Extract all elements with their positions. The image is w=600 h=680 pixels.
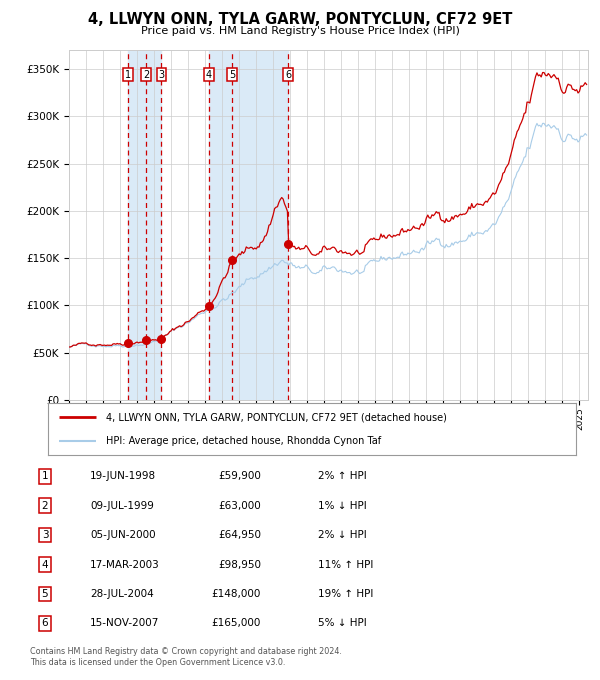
Text: Price paid vs. HM Land Registry's House Price Index (HPI): Price paid vs. HM Land Registry's House …	[140, 26, 460, 36]
Text: 4, LLWYN ONN, TYLA GARW, PONTYCLUN, CF72 9ET (detached house): 4, LLWYN ONN, TYLA GARW, PONTYCLUN, CF72…	[106, 413, 447, 422]
Text: 2% ↑ HPI: 2% ↑ HPI	[318, 471, 367, 481]
Text: 5: 5	[41, 589, 49, 599]
Text: HPI: Average price, detached house, Rhondda Cynon Taf: HPI: Average price, detached house, Rhon…	[106, 437, 381, 446]
Bar	[209, 50, 288, 400]
Text: 4: 4	[206, 69, 212, 80]
Bar	[128, 50, 161, 400]
Text: 4: 4	[41, 560, 49, 570]
Text: 17-MAR-2003: 17-MAR-2003	[90, 560, 160, 570]
Text: 1: 1	[41, 471, 49, 481]
Text: 6: 6	[285, 69, 291, 80]
Text: £64,950: £64,950	[218, 530, 261, 540]
Text: £59,900: £59,900	[218, 471, 261, 481]
Text: 2: 2	[143, 69, 149, 80]
Text: 2: 2	[41, 500, 49, 511]
Text: £148,000: £148,000	[212, 589, 261, 599]
Text: 19% ↑ HPI: 19% ↑ HPI	[318, 589, 373, 599]
Text: 1% ↓ HPI: 1% ↓ HPI	[318, 500, 367, 511]
Text: 3: 3	[41, 530, 49, 540]
Text: 3: 3	[158, 69, 164, 80]
Text: 1: 1	[125, 69, 131, 80]
Text: 09-JUL-1999: 09-JUL-1999	[90, 500, 154, 511]
Text: £98,950: £98,950	[218, 560, 261, 570]
Text: 19-JUN-1998: 19-JUN-1998	[90, 471, 156, 481]
Text: 11% ↑ HPI: 11% ↑ HPI	[318, 560, 373, 570]
Text: £165,000: £165,000	[212, 618, 261, 628]
Text: 4, LLWYN ONN, TYLA GARW, PONTYCLUN, CF72 9ET: 4, LLWYN ONN, TYLA GARW, PONTYCLUN, CF72…	[88, 12, 512, 27]
Text: 28-JUL-2004: 28-JUL-2004	[90, 589, 154, 599]
Text: 2% ↓ HPI: 2% ↓ HPI	[318, 530, 367, 540]
Text: 5: 5	[229, 69, 235, 80]
Text: 6: 6	[41, 618, 49, 628]
Text: 5% ↓ HPI: 5% ↓ HPI	[318, 618, 367, 628]
Text: £63,000: £63,000	[218, 500, 261, 511]
Text: 05-JUN-2000: 05-JUN-2000	[90, 530, 155, 540]
Text: Contains HM Land Registry data © Crown copyright and database right 2024.
This d: Contains HM Land Registry data © Crown c…	[30, 647, 342, 666]
Text: 15-NOV-2007: 15-NOV-2007	[90, 618, 160, 628]
